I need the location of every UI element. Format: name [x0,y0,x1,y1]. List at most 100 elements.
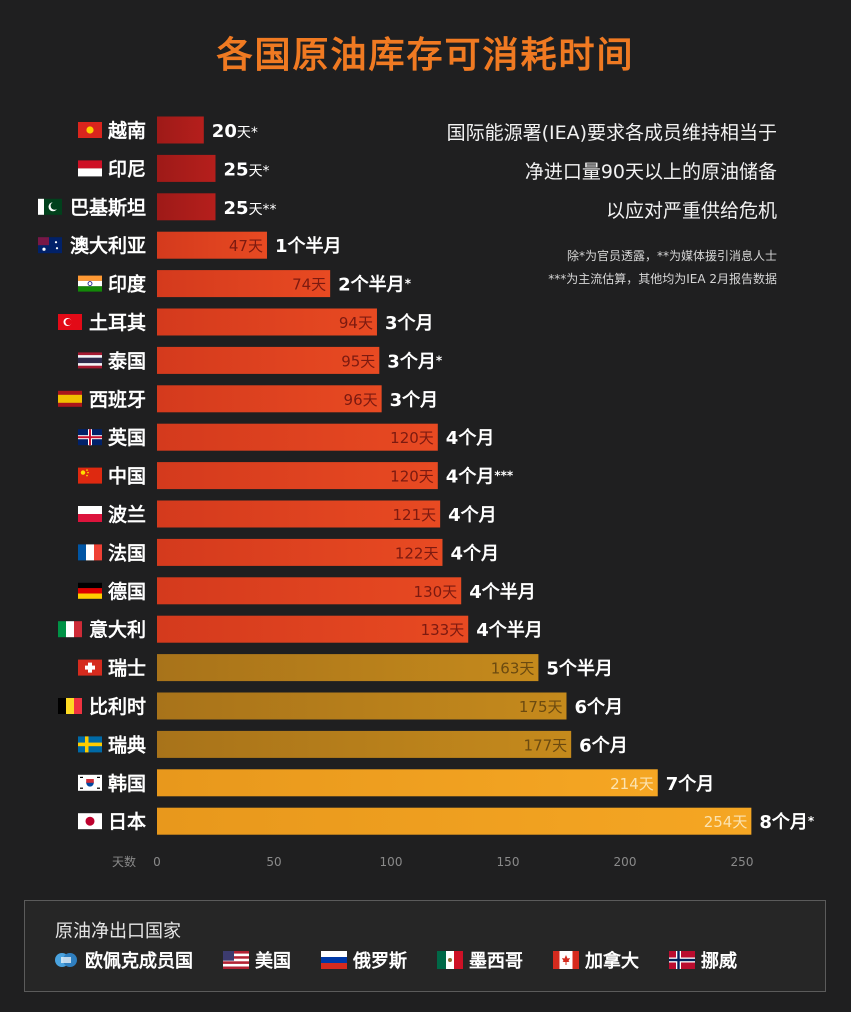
bar [157,154,216,182]
value-label: 20天* [212,121,258,142]
country-label: 印度 [108,273,147,296]
source-note-line: 除*为官员透露，**为媒体援引消息人士 [566,249,777,263]
flag-indonesia-icon [78,160,102,177]
bar [157,193,216,221]
exporter-russia: 俄罗斯 [321,947,407,973]
bar [157,730,572,758]
flag-russia-icon [321,951,347,969]
bar [157,346,380,374]
flag-thailand-icon [78,352,102,369]
value-label: 120天 [390,429,434,447]
flag-turkey-icon [58,314,82,330]
country-label: 瑞士 [108,657,146,680]
flag-china-icon [78,467,102,484]
exporters-list: 欧佩克成员国 美国 俄罗斯 墨西哥 [53,947,737,973]
bar [157,538,443,566]
bar [157,500,441,528]
exporter-label: 俄罗斯 [353,951,407,972]
bar [157,116,204,144]
country-label: 法国 [108,541,146,564]
value-label: 74天 [292,276,326,294]
value-label: 177天 [524,736,568,754]
bar [157,615,469,643]
flag-germany-icon [78,582,102,599]
country-label: 西班牙 [89,388,146,411]
duration-label: 4个半月 [476,619,543,641]
value-label: 214天 [610,775,654,793]
exporters-panel-title: 原油净出口国家 [55,921,181,942]
flag-spain-icon [58,390,82,407]
country-label: 波兰 [108,503,146,526]
x-tick-label: 200 [614,855,637,869]
value-label: 94天 [339,314,373,332]
x-tick-label: 250 [731,855,754,869]
flag-india-icon [78,275,102,292]
country-label: 德国 [108,580,146,603]
value-label: 25天* [224,159,270,180]
bar [157,807,752,835]
duration-label: 5个半月 [546,658,613,680]
country-label: 比利时 [89,696,146,718]
flag-korea-icon [78,774,102,791]
duration-label: 4个半月 [469,581,536,603]
exporter-norway: 挪威 [669,947,737,973]
value-label: 130天 [414,583,458,601]
iea-note-line: 净进口量90天以上的原油储备 [524,161,777,183]
flag-canada-icon [553,951,579,969]
value-label: 95天 [341,352,375,370]
country-label: 韩国 [108,772,146,795]
duration-label: 4个月 [448,504,497,526]
bar [157,654,539,682]
exporter-label: 挪威 [701,951,737,972]
bar [157,769,658,797]
country-label: 中国 [108,465,146,488]
country-label: 越南 [107,119,146,142]
country-label: 澳大利亚 [70,234,146,257]
value-label: 254天 [704,813,748,831]
bar [157,308,377,336]
exporter-canada: 加拿大 [553,947,639,973]
value-label: 122天 [395,544,439,562]
bar [157,385,382,413]
exporters-panel: 原油净出口国家 欧佩克成员国 美国 俄罗斯 [24,900,826,992]
flag-us-icon [223,951,249,969]
flag-pakistan-icon [38,198,62,215]
duration-label: 2个半月* [338,274,412,296]
x-tick-label: 100 [380,855,403,869]
iea-note: 国际能源署(IEA)要求各成员维持相当于 净进口量90天以上的原油储备 以应对严… [357,114,777,231]
exporter-label: 墨西哥 [469,951,523,972]
duration-label: 6个月 [575,696,624,718]
country-label: 意大利 [89,618,146,641]
bar [157,231,267,259]
bar [157,692,567,720]
country-label: 英国 [108,426,146,449]
value-label: 25天** [224,198,277,219]
flag-poland-icon [78,506,102,522]
bar [157,462,438,490]
flag-japan-icon [78,813,102,830]
iea-note-line: 以应对严重供给危机 [605,200,777,222]
value-label: 120天 [390,468,434,486]
flag-norway-icon [669,951,695,969]
duration-label: 3个月 [390,389,439,411]
country-label: 印尼 [108,158,146,180]
exporter-label: 美国 [255,951,291,972]
exporter-label: 加拿大 [585,951,639,972]
exporter-mexico: 墨西哥 [437,947,523,973]
duration-label: 8个月* [759,811,815,833]
duration-label: 6个月 [579,734,628,756]
source-note: 除*为官员透露，**为媒体援引消息人士 ***为主流估算，其他均为IEA 2月报… [357,245,777,291]
duration-label: 4个月 [446,427,495,449]
exporter-label: 欧佩克成员国 [85,951,193,972]
chart-title: 各国原油库存可消耗时间 [216,35,635,76]
flag-france-icon [78,544,102,561]
value-label: 163天 [491,660,535,678]
bar [157,423,438,451]
x-axis-label: 天数 [112,854,136,869]
iea-note-line: 国际能源署(IEA)要求各成员维持相当于 [446,122,777,144]
flag-sweden-icon [78,736,102,753]
flag-italy-icon [58,621,82,638]
bar [157,270,331,298]
country-label: 瑞典 [108,733,146,756]
